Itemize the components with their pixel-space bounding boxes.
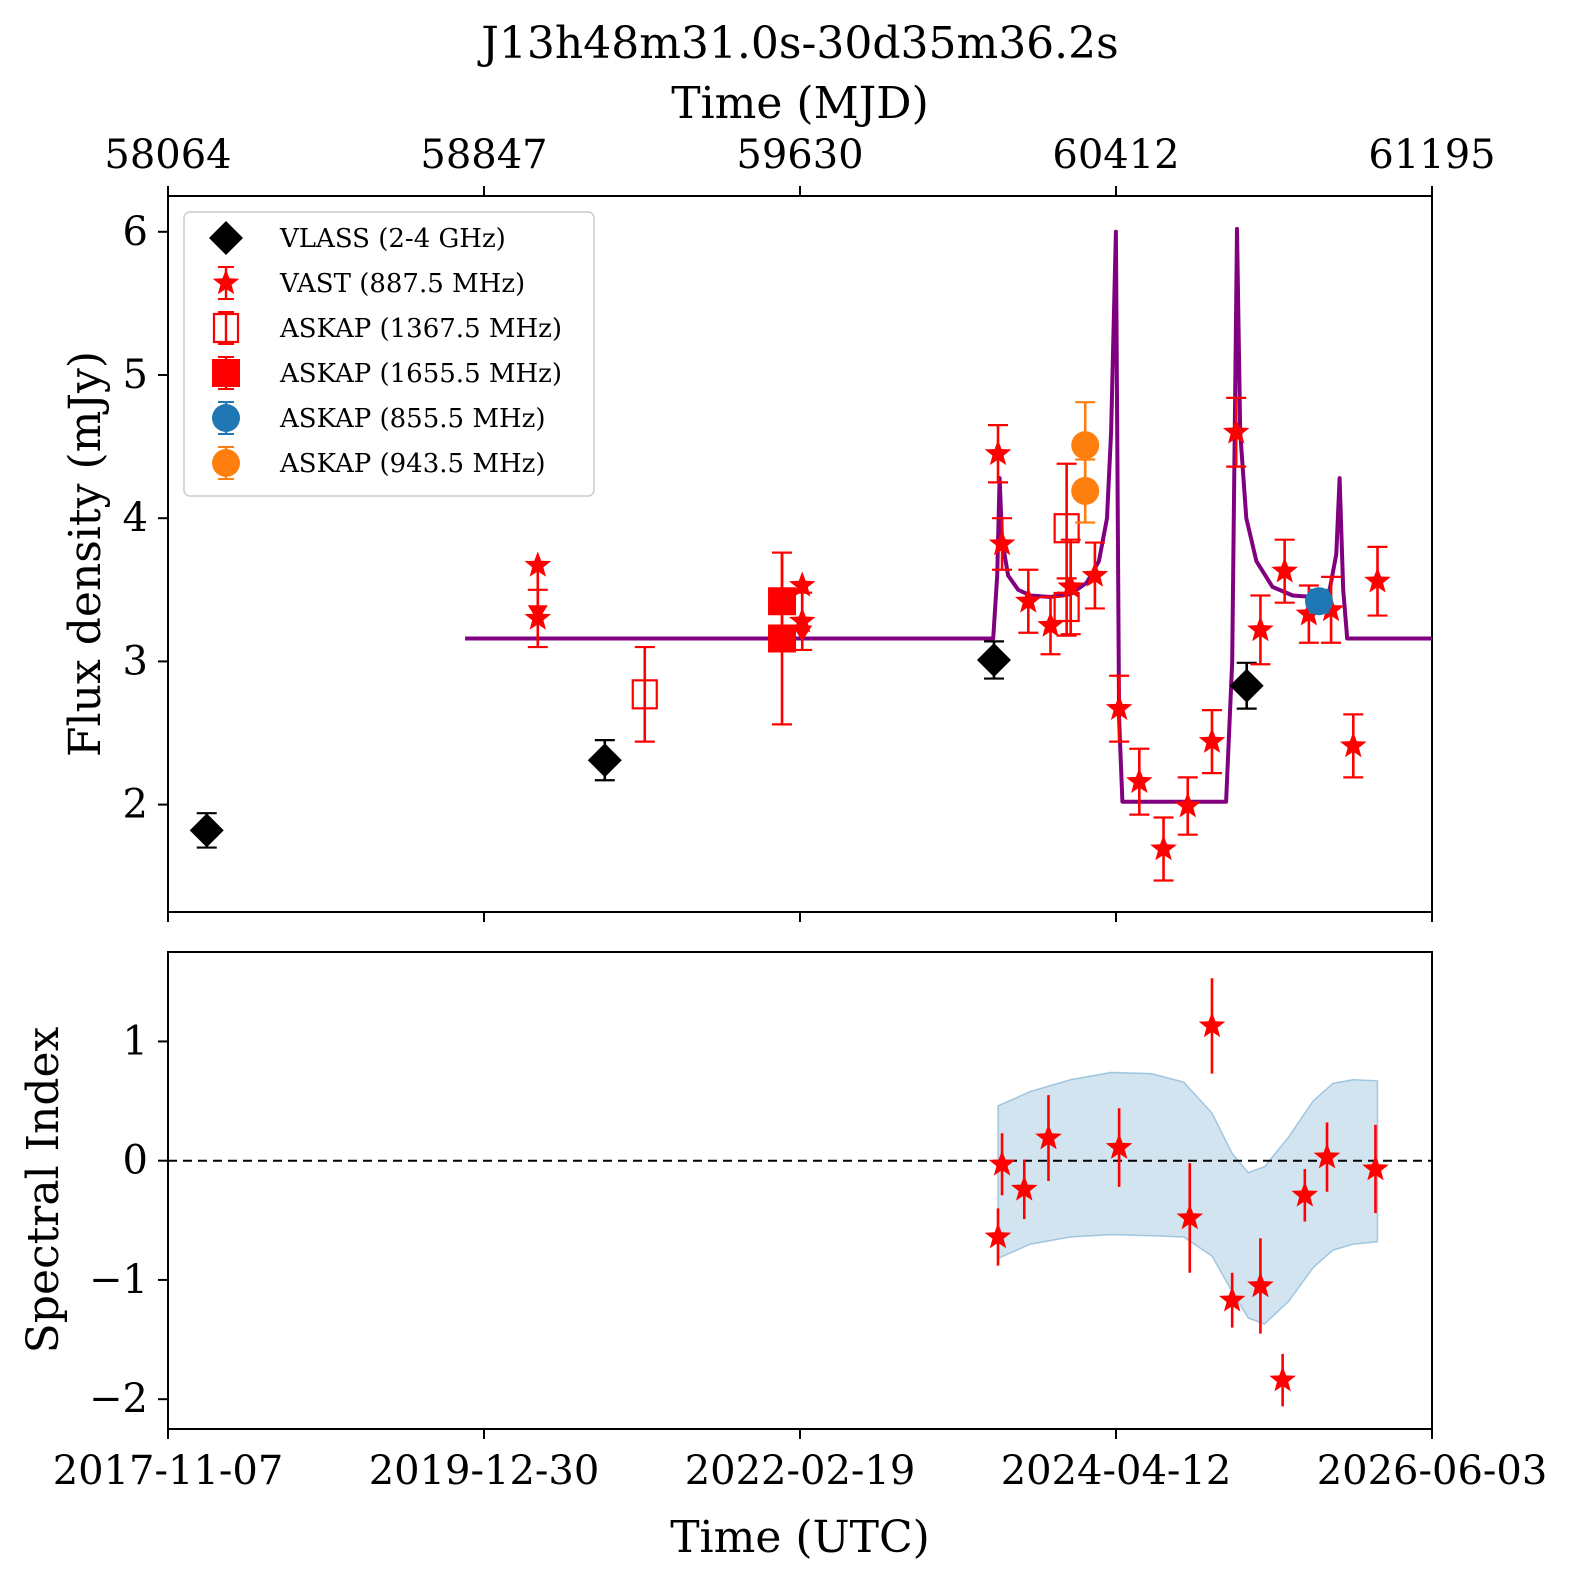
spectral-x-tick-label: 2026-06-03 — [1317, 1448, 1548, 1494]
band-area — [997, 1071, 1379, 1325]
spectral-point — [1247, 1271, 1274, 1298]
flux-y-tick-label: 3 — [123, 638, 148, 684]
chart-title: J13h48m31.0s-30d35m36.2s — [477, 18, 1119, 69]
spectral-panel: 2017-11-07 2019-12-30 2022-02-19 2024-04-12… — [18, 951, 1548, 1563]
legend-label: ASKAP (855.5 MHz) — [279, 404, 545, 434]
flux-data-marks — [189, 396, 1391, 882]
spectral-x-tick-label: 2022-02-19 — [685, 1448, 916, 1494]
upper-limit-arrow — [792, 625, 813, 642]
spectral-point — [1198, 1011, 1226, 1038]
bottom-axis-label: Time (UTC) — [670, 1512, 930, 1563]
legend-label: VLASS (2-4 GHz) — [279, 224, 506, 254]
legend-marker — [212, 404, 240, 432]
data-point — [1105, 694, 1133, 720]
data-point — [1015, 587, 1042, 613]
data-point — [1053, 591, 1080, 623]
spectral-index-band — [997, 1071, 1379, 1325]
spectral-y-tick-label: 0 — [123, 1138, 148, 1184]
data-point — [587, 743, 622, 778]
model-curve-line — [465, 226, 1432, 804]
legend-marker — [212, 449, 240, 477]
spectral-point — [1362, 1155, 1389, 1181]
upper-limit-point — [524, 551, 552, 577]
data-point — [1271, 557, 1298, 583]
spectral-axis-ticks: 2017-11-07 2019-12-30 2022-02-19 2024-04-12… — [53, 1018, 1548, 1494]
data-point — [1174, 792, 1202, 818]
legend-marker — [212, 312, 240, 344]
spectral-point — [1313, 1143, 1341, 1169]
data-point — [189, 813, 224, 848]
data-point — [1071, 431, 1100, 460]
spectral-y-tick-label: 1 — [123, 1018, 148, 1064]
flux-y-tick-label: 2 — [123, 782, 148, 828]
spectral-x-tick-label: 2019-12-30 — [369, 1448, 600, 1494]
data-point — [768, 624, 797, 653]
data-point — [1150, 835, 1177, 861]
legend-label: ASKAP (943.5 MHz) — [279, 449, 545, 479]
legend-box — [183, 211, 595, 497]
top-x-tick-label: 59630 — [736, 132, 863, 178]
top-x-tick-label: 60412 — [1052, 132, 1179, 178]
legend-marker — [212, 359, 240, 387]
spectral-x-tick-label: 2024-04-12 — [1001, 1448, 1232, 1494]
legend-label: ASKAP (1655.5 MHz) — [279, 359, 562, 389]
spectral-point — [988, 1150, 1016, 1176]
spectral-x-tick-label: 2017-11-07 — [53, 1448, 284, 1494]
flux-axis-label: Flux density (mJy) — [60, 351, 111, 757]
data-point — [1198, 727, 1226, 753]
legend-label: VAST (887.5 MHz) — [279, 269, 525, 299]
data-point — [631, 679, 658, 710]
top-x-tick-label: 61195 — [1368, 132, 1495, 178]
data-point — [1229, 668, 1264, 703]
spectral-y-tick-label: −1 — [89, 1257, 148, 1303]
data-point — [1071, 476, 1100, 505]
data-point — [1364, 567, 1391, 593]
top-x-tick-label: 58847 — [420, 132, 547, 178]
spectral-y-tick-label: −2 — [89, 1376, 148, 1422]
flux-y-tick-label: 4 — [123, 495, 148, 541]
spectral-data-marks — [984, 978, 1389, 1407]
spectral-point — [1105, 1133, 1133, 1159]
flux-panel: 58064 58847 59630 60412 61195 2 3 4 5 6 Flux dens… — [60, 132, 1496, 922]
data-point — [1295, 600, 1323, 626]
legend: VLASS (2-4 GHz) VAST (887.5 MHz) ASKAP (13… — [183, 211, 595, 497]
data-point — [1037, 611, 1064, 637]
model-curve — [465, 226, 1432, 804]
spectral-point — [1176, 1203, 1204, 1230]
spectral-point — [1010, 1175, 1038, 1201]
data-point — [1304, 587, 1333, 616]
spectral-point — [984, 1223, 1012, 1249]
data-point — [1057, 572, 1084, 599]
data-point — [1222, 418, 1250, 444]
flux-axis-ticks: 58064 58847 59630 60412 61195 2 3 4 5 6 — [104, 132, 1496, 922]
data-point — [1126, 767, 1153, 793]
flux-y-tick-label: 5 — [123, 352, 148, 398]
data-point — [976, 642, 1011, 677]
legend-label: ASKAP (1367.5 MHz) — [279, 314, 562, 344]
data-point — [1247, 615, 1274, 642]
data-point — [988, 530, 1016, 556]
spectral-point — [1218, 1286, 1246, 1312]
upper-limit-arrow — [527, 605, 548, 622]
top-x-tick-label: 58064 — [104, 132, 231, 178]
legend-marker — [212, 269, 240, 295]
spectral-point — [1035, 1124, 1062, 1150]
flux-y-tick-label: 6 — [123, 209, 148, 255]
data-point — [1081, 561, 1109, 587]
legend-marker — [209, 221, 243, 255]
data-point — [1053, 513, 1080, 544]
data-point — [1317, 595, 1345, 622]
spectral-axis-label: Spectral Index — [18, 1026, 69, 1353]
data-point — [1340, 731, 1367, 758]
top-axis-label: Time (MJD) — [671, 78, 928, 129]
upper-limit-point — [788, 571, 816, 597]
spectral-point — [1291, 1181, 1319, 1207]
spectral-point — [1269, 1366, 1296, 1392]
data-point — [984, 439, 1012, 466]
